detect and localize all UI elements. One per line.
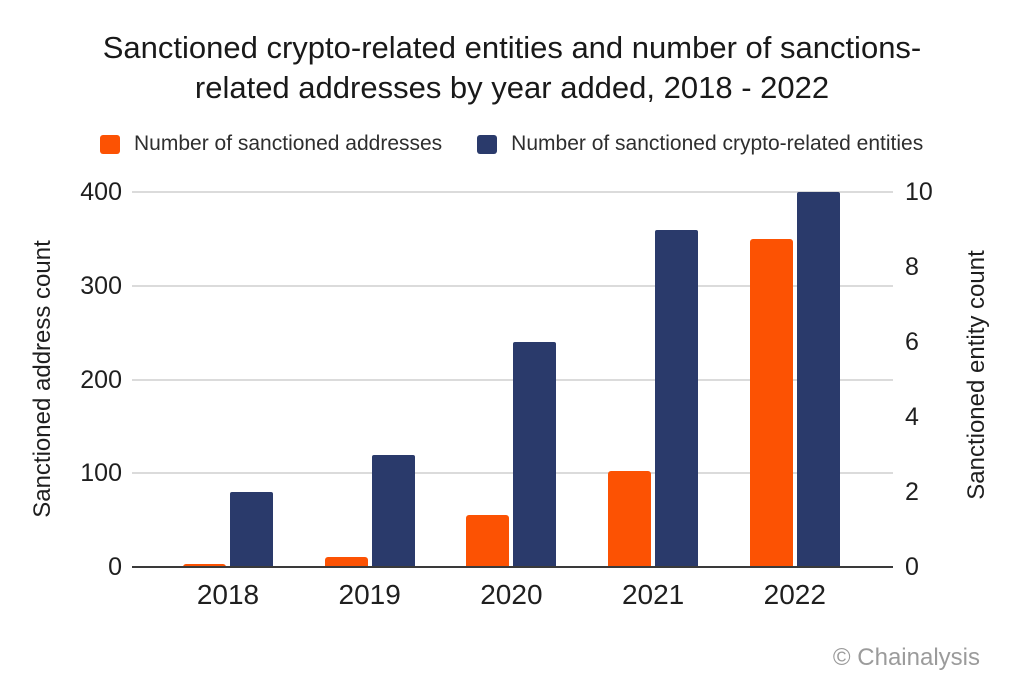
legend-label-entities: Number of sanctioned crypto-related enti…: [511, 132, 924, 155]
right-axis-tick-4: 4: [905, 403, 919, 431]
bar-entities-2021: [655, 229, 699, 567]
bar-entities-2019: [371, 454, 415, 567]
x-axis-label-2019: 2019: [338, 579, 401, 610]
x-axis-label-2021: 2021: [621, 579, 685, 610]
gridline-100: [132, 472, 893, 475]
copyright-credit: © Chainalysis: [832, 644, 980, 671]
bar-addresses-2019: [324, 556, 368, 567]
legend-swatch-entities-icon: [477, 134, 498, 154]
gridline-300: [132, 284, 893, 287]
bar-entities-2020: [513, 342, 557, 567]
legend-item-entities: Number of sanctioned crypto-related enti…: [477, 132, 923, 156]
legend-label-addresses: Number of sanctioned addresses: [134, 132, 443, 155]
bar-entities-2018: [230, 492, 273, 567]
left-axis-tick-400: 400: [80, 178, 122, 206]
legend-swatch-addresses-icon: [100, 134, 120, 154]
left-axis-tick-300: 300: [80, 271, 122, 300]
right-axis-tick-10: 10: [905, 178, 933, 206]
x-axis-label-2022: 2022: [763, 579, 826, 610]
legend: Number of sanctioned addresses Number of…: [100, 132, 923, 156]
chart-title: Sanctioned crypto-related entities and n…: [0, 28, 1024, 108]
left-axis-tick-100: 100: [80, 459, 122, 488]
right-axis-tick-8: 8: [905, 253, 919, 281]
chart-title-line2: related addresses by year added, 2018 - …: [194, 70, 830, 105]
x-axis-line: [132, 566, 893, 568]
x-axis-label-2018: 2018: [196, 579, 260, 610]
bar-addresses-2021: [608, 471, 652, 567]
right-axis-tick-6: 6: [905, 328, 919, 356]
legend-item-addresses: Number of sanctioned addresses: [100, 132, 442, 156]
bar-addresses-2020: [466, 515, 510, 567]
bar-addresses-2018: [183, 564, 226, 567]
right-axis-tick-0: 0: [905, 553, 919, 581]
bar-entities-2022: [796, 192, 840, 567]
gridline-200: [132, 378, 893, 381]
bar-addresses-2022: [749, 238, 793, 567]
right-axis-title: Sanctioned entity count: [963, 250, 990, 500]
x-axis-label-2020: 2020: [480, 579, 543, 610]
plot-area: 0 100 200 300 400 0 2 4 6 8 10 2018 2019 2020 2021 2022: [80, 178, 933, 610]
left-axis-tick-200: 200: [80, 365, 122, 394]
right-axis-tick-2: 2: [905, 478, 919, 506]
gridline-400: [132, 191, 893, 193]
left-axis-tick-0: 0: [108, 553, 122, 581]
chart-title-line1: Sanctioned crypto-related entities and n…: [102, 30, 922, 65]
